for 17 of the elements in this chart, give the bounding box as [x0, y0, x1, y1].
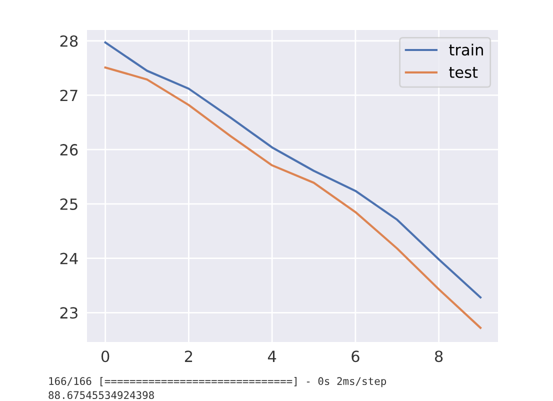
x-tick-label: 4 [268, 350, 276, 362]
y-tick-label: 23 [60, 307, 78, 319]
legend-label: train [449, 44, 483, 56]
legend-label: test [449, 67, 478, 78]
y-tick-label: 26 [60, 144, 78, 156]
line-series [104, 41, 482, 298]
text: 166/166 [==============================] - 0s 2ms/step [49, 376, 386, 388]
x-tick-label: 0 [101, 350, 110, 362]
y-tick-label: 25 [60, 198, 78, 210]
x-tick-label: 2 [184, 350, 192, 362]
text: 88.67545534924398 [48, 391, 154, 400]
y-tick-label: 28 [60, 35, 78, 47]
y-tick-label: 24 [60, 252, 78, 264]
x-tick-label: 6 [352, 350, 360, 362]
x-tick-label: 8 [434, 350, 443, 362]
y-tick-label: 27 [60, 90, 78, 102]
line-series [104, 66, 482, 329]
